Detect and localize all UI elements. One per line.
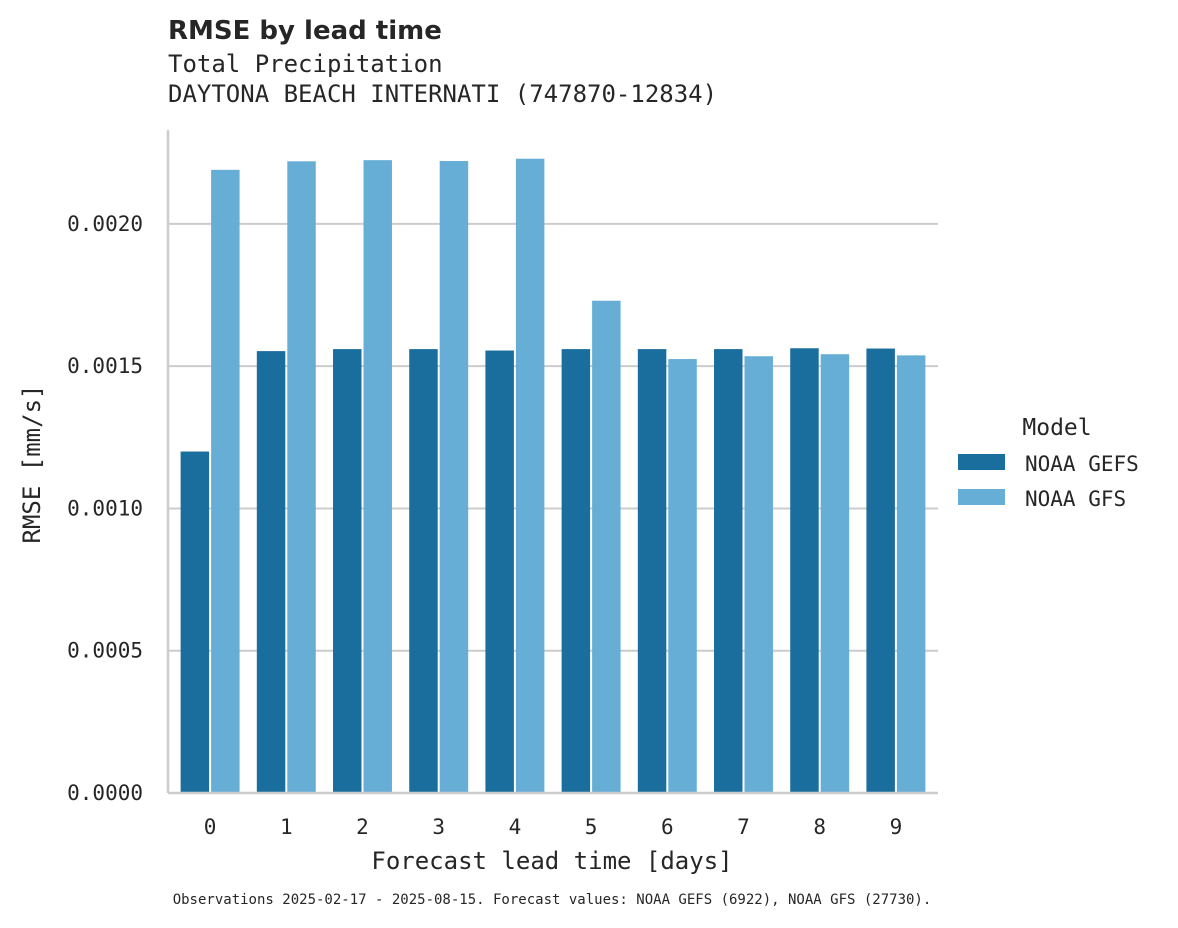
bar-noaa-gefs-9 <box>866 348 895 793</box>
bar-noaa-gfs-7 <box>744 356 773 793</box>
y-tick-label: 0.0010 <box>67 496 143 520</box>
x-tick-label: 9 <box>890 815 903 839</box>
bar-noaa-gfs-5 <box>592 300 621 793</box>
legend-title: Model <box>1022 415 1091 441</box>
bar-noaa-gfs-0 <box>211 169 240 793</box>
bar-noaa-gefs-6 <box>637 349 667 793</box>
legend-label: NOAA GFS <box>1025 487 1126 511</box>
chart-subtitle-station: DAYTONA BEACH INTERNATI (747870-12834) <box>168 80 718 108</box>
x-tick-label: 5 <box>585 815 598 839</box>
x-tick-label: 4 <box>509 815 522 839</box>
x-tick-labels: 0 1 2 3 4 5 6 7 8 9 <box>204 815 902 839</box>
y-tick-label: 0.0005 <box>67 639 143 663</box>
bar-noaa-gefs-3 <box>409 349 438 793</box>
legend-swatch <box>958 489 1005 505</box>
bar-noaa-gefs-8 <box>790 348 819 793</box>
x-tick-label: 7 <box>737 815 750 839</box>
bar-noaa-gfs-8 <box>820 354 850 793</box>
axes <box>166 130 938 795</box>
y-tick-label: 0.0015 <box>67 354 143 378</box>
y-tick-labels: 0.0000 0.0005 0.0010 0.0015 0.0020 <box>67 212 143 805</box>
legend: Model NOAA GEFS NOAA GFS <box>958 415 1139 511</box>
x-tick-label: 2 <box>356 815 369 839</box>
bars <box>180 158 926 794</box>
bar-noaa-gfs-1 <box>287 161 316 794</box>
bar-noaa-gfs-6 <box>668 359 697 793</box>
bar-noaa-gfs-4 <box>515 158 545 793</box>
bar-noaa-gefs-1 <box>256 351 286 793</box>
bar-noaa-gfs-3 <box>439 161 469 794</box>
x-tick-label: 8 <box>813 815 826 839</box>
chart-subtitle-variable: Total Precipitation <box>168 50 443 78</box>
x-tick-label: 6 <box>661 815 674 839</box>
chart-footnote: Observations 2025-02-17 - 2025-08-15. Fo… <box>172 892 932 908</box>
y-axis-label: RMSE [mm/s] <box>18 385 46 544</box>
x-tick-label: 0 <box>204 815 217 839</box>
bar-chart: 0.0000 0.0005 0.0010 0.0015 0.0020 0 1 2 3 4 5 6 7 8… <box>18 130 1139 875</box>
y-tick-label: 0.0020 <box>67 212 143 236</box>
legend-swatch <box>958 454 1005 470</box>
x-axis-label: Forecast lead time [days] <box>371 847 732 875</box>
bar-noaa-gefs-7 <box>714 349 743 793</box>
bar-noaa-gefs-2 <box>333 349 362 793</box>
x-tick-label: 1 <box>280 815 293 839</box>
y-tick-label: 0.0000 <box>67 781 143 805</box>
bar-noaa-gfs-2 <box>363 160 392 793</box>
x-tick-label: 3 <box>432 815 445 839</box>
chart-title: RMSE by lead time <box>168 16 442 46</box>
bar-noaa-gefs-4 <box>485 350 514 793</box>
bar-noaa-gfs-9 <box>896 355 926 793</box>
bar-noaa-gefs-0 <box>180 451 210 793</box>
bar-noaa-gefs-5 <box>561 349 591 793</box>
legend-label: NOAA GEFS <box>1025 452 1139 476</box>
